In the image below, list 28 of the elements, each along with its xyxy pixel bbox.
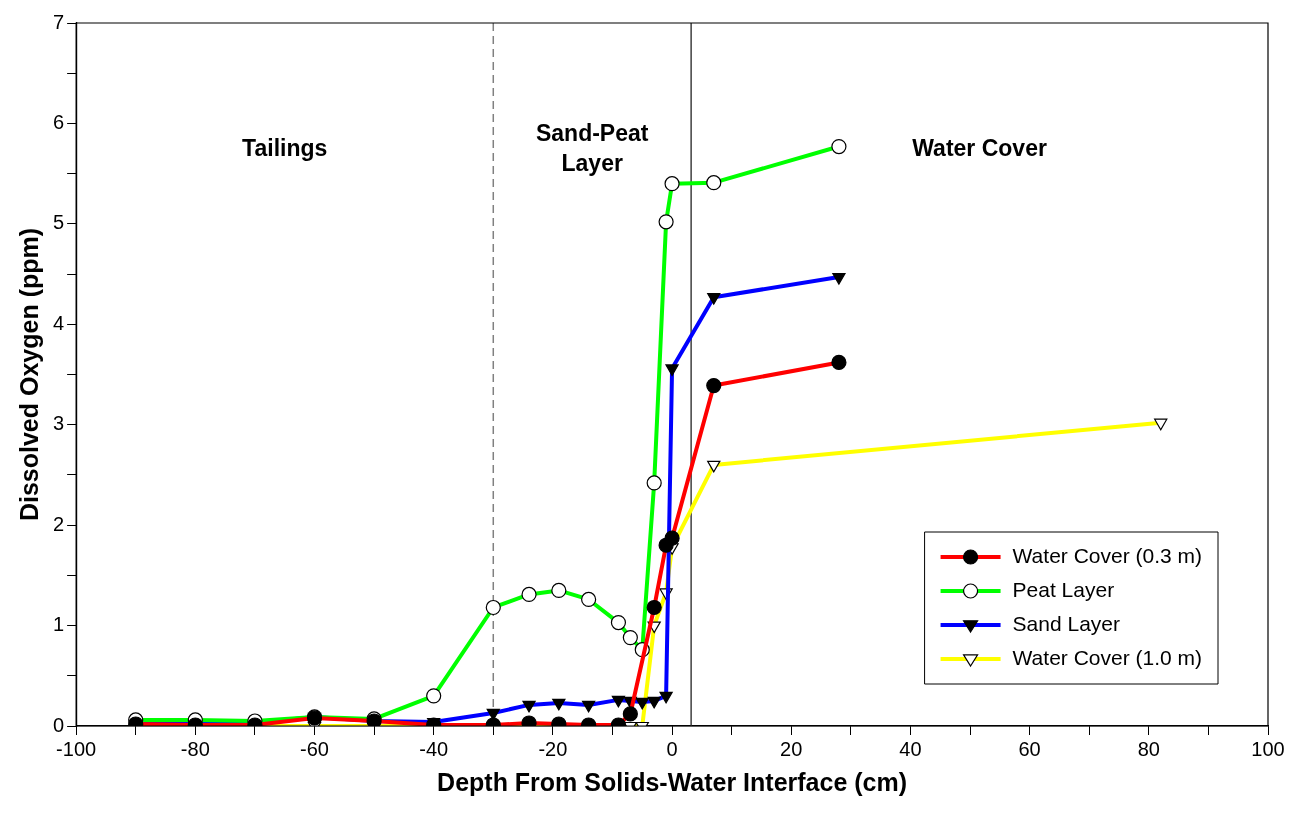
x-tick-label: 60: [1018, 737, 1041, 760]
annotation: Sand-Peat Layer: [535, 119, 649, 176]
x-tick-label: 0: [666, 737, 678, 760]
legend-label: Water Cover (1.0 m): [1012, 645, 1202, 669]
x-tick-label: 80: [1137, 737, 1160, 760]
y-tick-label: 4: [53, 311, 65, 334]
x-axis-title: Depth From Solids-Water Interface (cm): [437, 767, 908, 796]
x-tick-label: -20: [538, 737, 568, 760]
y-axis-title: Dissolved Oxygen (ppm): [14, 227, 43, 522]
y-tick-label: 7: [53, 10, 65, 33]
annotation: Tailings: [242, 134, 328, 161]
x-tick-label: -100: [56, 737, 97, 760]
y-tick-label: 3: [53, 412, 65, 435]
legend-label: Sand Layer: [1012, 611, 1120, 635]
x-tick-label: -80: [180, 737, 210, 760]
x-tick-label: 40: [899, 737, 922, 760]
y-tick-label: 0: [53, 713, 65, 736]
x-tick-label: 20: [780, 737, 803, 760]
y-tick-label: 5: [53, 211, 65, 234]
legend-label: Water Cover (0.3 m): [1012, 543, 1202, 567]
x-tick-label: 100: [1251, 737, 1285, 760]
x-tick-label: -40: [419, 737, 449, 760]
legend-label: Peat Layer: [1012, 577, 1115, 601]
annotation: Water Cover: [912, 134, 1047, 161]
y-tick-label: 1: [53, 613, 65, 636]
y-tick-label: 2: [53, 512, 65, 535]
y-tick-label: 6: [53, 110, 65, 133]
x-tick-label: -60: [300, 737, 329, 760]
